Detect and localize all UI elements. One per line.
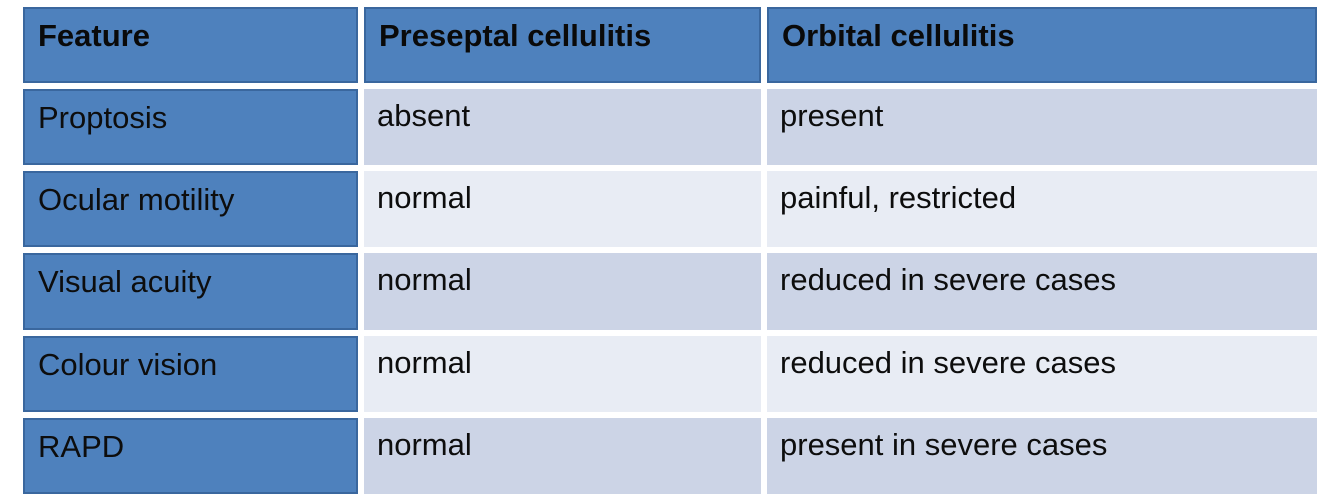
row-header-rapd: RAPD [23, 417, 358, 494]
cell-ocular-motility-orbital: painful, restricted [767, 171, 1317, 248]
cell-visual-acuity-orbital: reduced in severe cases [767, 253, 1317, 330]
cell-proptosis-preseptal: absent [364, 89, 761, 166]
column-header-preseptal: Preseptal cellulitis [364, 7, 761, 84]
comparison-table: Feature Preseptal cellulitis Orbital cel… [23, 7, 1317, 494]
cell-proptosis-orbital: present [767, 89, 1317, 166]
cell-visual-acuity-preseptal: normal [364, 253, 761, 330]
row-header-colour-vision: Colour vision [23, 335, 358, 412]
row-header-proptosis: Proptosis [23, 89, 358, 166]
cell-rapd-orbital: present in severe cases [767, 417, 1317, 494]
cell-colour-vision-preseptal: normal [364, 335, 761, 412]
column-header-orbital: Orbital cellulitis [767, 7, 1317, 84]
row-header-ocular-motility: Ocular motility [23, 171, 358, 248]
cell-ocular-motility-preseptal: normal [364, 171, 761, 248]
column-header-feature: Feature [23, 7, 358, 84]
row-header-visual-acuity: Visual acuity [23, 253, 358, 330]
cell-rapd-preseptal: normal [364, 417, 761, 494]
cell-colour-vision-orbital: reduced in severe cases [767, 335, 1317, 412]
